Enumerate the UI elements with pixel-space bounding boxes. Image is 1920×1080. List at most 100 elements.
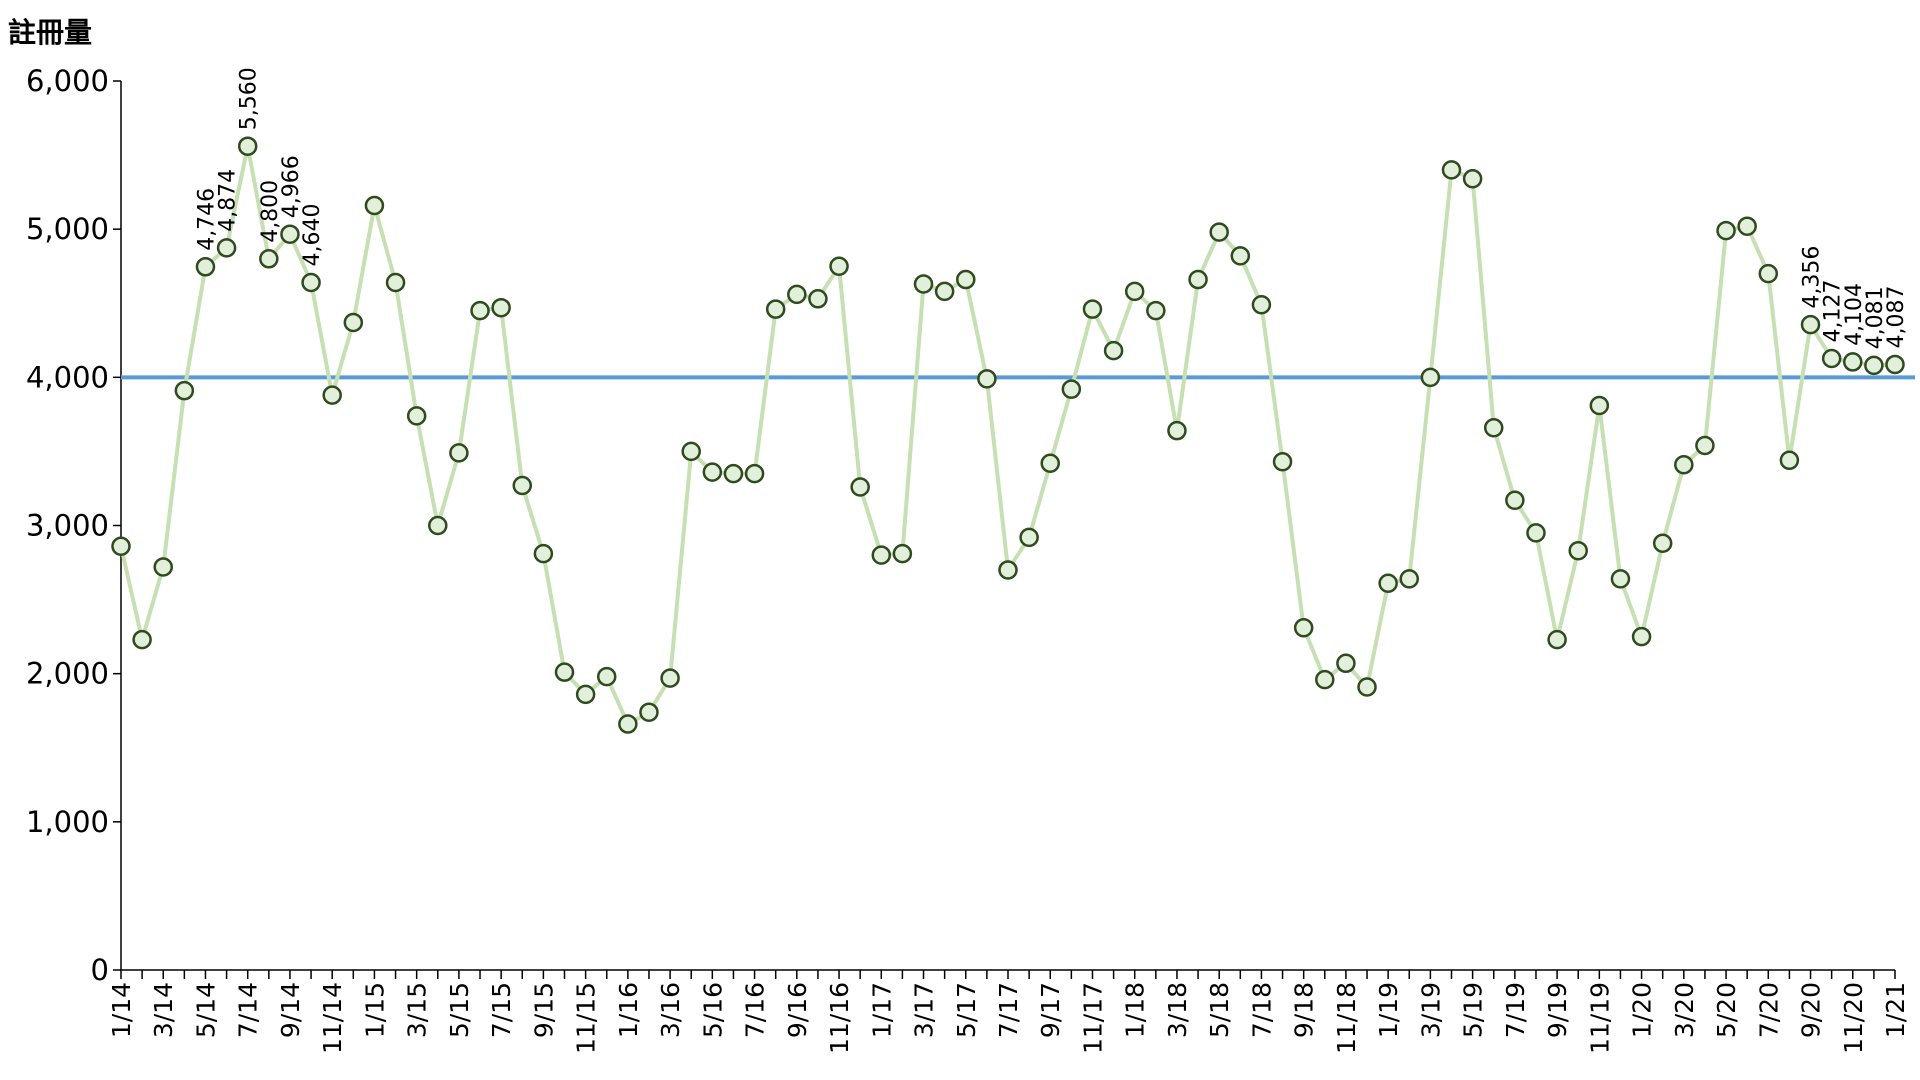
x-tick-label: 3/17 (910, 982, 939, 1038)
data-point (1315, 669, 1335, 690)
data-point (639, 702, 659, 722)
x-axis: 1/14 3/14 5/14 7/14 9/14 11/14 1/15 3/15 5/15 7/1… (107, 969, 1910, 1054)
data-point (1124, 281, 1145, 302)
data-point (1505, 490, 1525, 511)
data-point (850, 477, 870, 497)
x-tick-label: 11/19 (1585, 982, 1614, 1054)
data-label: 4,127 (1821, 280, 1846, 343)
data-point (301, 272, 321, 293)
data-point (343, 312, 364, 333)
data-point (1230, 246, 1251, 266)
data-point (913, 274, 934, 294)
data-point (1716, 220, 1736, 241)
data-point (1040, 453, 1060, 474)
data-point (1082, 299, 1103, 319)
x-tick-label: 3/19 (1416, 982, 1445, 1038)
x-tick-label: 1/19 (1374, 982, 1403, 1038)
data-point (153, 557, 173, 577)
x-tick-label: 9/17 (1036, 982, 1065, 1038)
y-axis-label: 註冊量 (8, 16, 92, 49)
data-label: 5,560 (237, 67, 262, 130)
data-point (1462, 169, 1483, 189)
x-tick-label: 11/14 (318, 982, 347, 1054)
x-tick-label: 11/18 (1332, 982, 1361, 1054)
data-point (1779, 450, 1800, 471)
data-label: 4,640 (300, 204, 325, 267)
data-point (237, 136, 258, 156)
series-line (119, 144, 1896, 727)
data-point (575, 684, 596, 705)
data-point (1209, 222, 1229, 242)
y-tick-label: 0 (91, 953, 109, 987)
series-polyline (119, 144, 1896, 727)
x-tick-label: 9/18 (1290, 982, 1319, 1038)
y-tick-label: 1,000 (26, 805, 109, 839)
data-point (364, 195, 385, 216)
data-point (533, 543, 554, 564)
x-tick-label: 9/15 (529, 982, 558, 1038)
data-point (1167, 420, 1187, 441)
x-tick-label: 1/21 (1881, 982, 1910, 1038)
data-point (280, 224, 300, 244)
data-point (765, 299, 786, 319)
data-points (111, 136, 1905, 734)
data-point (406, 406, 427, 426)
x-tick-label: 9/19 (1543, 982, 1572, 1038)
data-point (1103, 340, 1124, 361)
data-label: 4,966 (279, 155, 304, 218)
data-point (195, 257, 216, 277)
data-point (892, 543, 913, 564)
x-tick-label: 11/20 (1839, 982, 1868, 1054)
data-point (744, 463, 765, 484)
data-point (1188, 269, 1208, 290)
data-point (1674, 455, 1694, 475)
data-point (512, 475, 533, 496)
data-label: 4,800 (258, 180, 283, 243)
x-tick-label: 7/14 (234, 982, 263, 1038)
data-point (660, 668, 680, 688)
data-point (385, 272, 406, 293)
data-point (1357, 677, 1377, 697)
data-point (1589, 395, 1610, 416)
data-point (1864, 355, 1884, 376)
x-tick-label: 5/17 (952, 982, 981, 1038)
data-point (1441, 160, 1462, 180)
data-point (723, 463, 744, 484)
data-label: 4,087 (1884, 285, 1909, 348)
data-point (322, 385, 342, 405)
x-tick-label: 7/17 (994, 982, 1023, 1038)
x-tick-label: 5/18 (1205, 982, 1234, 1038)
data-point (1652, 533, 1673, 554)
y-tick-label: 3,000 (26, 509, 109, 543)
data-point (1695, 435, 1715, 456)
data-point (554, 662, 575, 682)
x-tick-label: 1/16 (614, 982, 643, 1038)
data-point (977, 369, 997, 389)
x-tick-label: 3/15 (403, 982, 432, 1038)
x-tick-label: 7/18 (1247, 982, 1276, 1038)
data-point (1336, 653, 1356, 674)
data-point (1399, 569, 1420, 589)
data-point (1547, 629, 1567, 650)
y-tick-label: 2,000 (26, 657, 109, 691)
data-point (596, 666, 617, 687)
data-point (808, 289, 828, 309)
x-tick-label: 5/16 (698, 982, 727, 1038)
data-point (871, 545, 892, 565)
x-tick-label: 7/20 (1754, 982, 1783, 1038)
data-point (1631, 626, 1652, 647)
x-tick-label: 3/20 (1670, 982, 1699, 1038)
x-tick-label: 11/17 (1078, 982, 1107, 1054)
data-label: 4,356 (1800, 246, 1825, 309)
data-point (787, 284, 807, 305)
y-tick-label: 4,000 (26, 360, 109, 394)
data-point (1146, 300, 1166, 321)
data-point (1568, 540, 1588, 561)
x-tick-label: 1/17 (867, 982, 896, 1038)
x-tick-label: 7/15 (487, 982, 516, 1038)
data-point (491, 297, 511, 318)
x-tick-label: 1/18 (1121, 982, 1150, 1038)
data-label: 4,874 (216, 169, 241, 232)
